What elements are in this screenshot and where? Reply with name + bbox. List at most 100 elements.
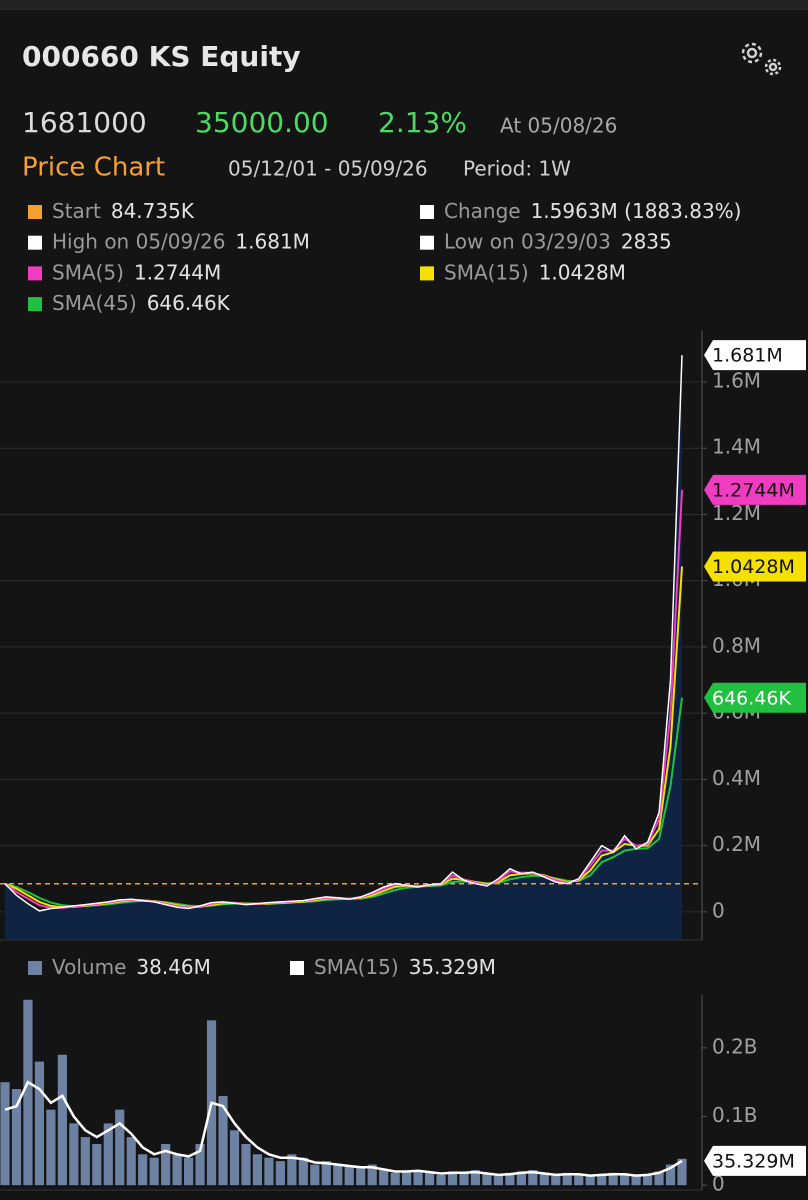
settings-icon[interactable] (741, 42, 782, 76)
legend-label: Change (444, 199, 521, 223)
volume-bar (69, 1123, 79, 1186)
volume-bar (424, 1172, 435, 1186)
y-tick-label: 0.2M (712, 832, 761, 856)
legend-entry: SMA(15) 35.329M (314, 955, 496, 979)
volume-bar (275, 1161, 285, 1186)
volume-bar (459, 1172, 469, 1186)
legend-entry: SMA(5) 1.2744M (52, 260, 221, 284)
volume-bar (92, 1143, 102, 1186)
volume-bar (620, 1174, 630, 1186)
value-tag-label: 1.2744M (712, 479, 795, 501)
volume-bar (218, 1095, 228, 1186)
y-tick-label: 1.4M (712, 435, 761, 459)
y-tick-label: 0 (712, 898, 725, 922)
y-tick-label: 1.2M (712, 501, 761, 525)
legend-entry: SMA(15) 1.0428M (444, 260, 626, 284)
volume-bar (528, 1170, 538, 1186)
volume-bar (241, 1143, 251, 1186)
legend-value: 1.5963M (1883.83%) (531, 199, 742, 223)
y-tick-label: 0 (712, 1172, 725, 1196)
legend-entry: Start 84.735K (52, 199, 195, 223)
volume-bar (631, 1176, 641, 1186)
volume-bar (333, 1164, 343, 1186)
legend-swatch (290, 961, 304, 975)
value-tag (704, 682, 806, 713)
date-range: 05/12/01 - 05/09/26 (228, 157, 428, 181)
legend-label: High on 05/09/26 (52, 229, 225, 253)
change: 35000.00 (195, 106, 329, 139)
volume-bar (608, 1172, 618, 1186)
volume-bar (642, 1174, 653, 1186)
value-tag (704, 1145, 806, 1176)
volume-bar (23, 999, 33, 1186)
legend-swatch (420, 205, 434, 219)
volume-bar (310, 1164, 320, 1186)
volume-bar (34, 1061, 45, 1186)
legend-value: 646.46K (147, 291, 231, 315)
volume-bar (436, 1174, 446, 1186)
volume-bar (161, 1143, 171, 1186)
volume-bar (597, 1174, 607, 1186)
volume-bar (138, 1154, 148, 1186)
volume-bar (402, 1171, 412, 1186)
as-of: At 05/08/26 (500, 114, 617, 138)
volume-bar (0, 1082, 10, 1186)
volume-bar (390, 1172, 400, 1186)
volume-bar (115, 1109, 125, 1186)
value-tag (704, 340, 806, 371)
legend-swatch (28, 266, 42, 281)
volume-bar (516, 1171, 526, 1186)
value-tag (704, 474, 806, 505)
legend-label: Low on 03/29/03 (444, 229, 611, 253)
legend-swatch (28, 235, 42, 250)
volume-bar (585, 1176, 595, 1186)
legend-value: 38.46M (136, 955, 211, 979)
y-tick-label: 1.6M (712, 368, 761, 392)
period: Period: 1W (463, 157, 571, 181)
series-line (4, 355, 683, 912)
volume-bar (539, 1174, 549, 1186)
volume-bar (287, 1154, 297, 1186)
legend-entry: SMA(45) 646.46K (52, 291, 231, 315)
title: 000660 KS Equity (22, 40, 301, 73)
legend-value: 1.2744M (134, 260, 221, 284)
legend-swatch (28, 297, 42, 312)
legend-value: 84.735K (111, 199, 195, 223)
volume-bar (298, 1157, 308, 1186)
volume-bar (482, 1174, 492, 1186)
legend-label: Start (52, 199, 101, 223)
volume-bar (654, 1171, 664, 1186)
volume-bar (321, 1161, 331, 1186)
volume-bar (11, 1089, 22, 1186)
legend-label: SMA(15) (314, 955, 399, 979)
legend-label: SMA(5) (52, 260, 124, 284)
volume-bar (574, 1174, 584, 1186)
legend-entry: Change 1.5963M (1883.83%) (444, 199, 742, 223)
volume-bar (344, 1165, 354, 1186)
legend-value: 1.0428M (539, 260, 626, 284)
volume-bar (126, 1137, 136, 1186)
volume-bar (447, 1171, 458, 1186)
volume-bar (252, 1154, 263, 1186)
section-title[interactable]: Price Chart (22, 153, 165, 183)
y-tick-label: 0.1B (712, 1103, 758, 1127)
volume-bar (149, 1157, 159, 1186)
value-tag-label: 1.681M (712, 345, 783, 367)
legend-label: Volume (52, 955, 126, 979)
volume-bar (367, 1164, 377, 1186)
legend-swatch (420, 266, 434, 281)
volume-bar (413, 1170, 423, 1186)
legend-value: 35.329M (409, 955, 496, 979)
value-tag (704, 551, 806, 582)
volume-bar (57, 1054, 67, 1186)
price: 1681000 (22, 106, 147, 139)
volume-bar (493, 1175, 503, 1186)
volume-bar (665, 1164, 676, 1186)
legend-label: SMA(45) (52, 291, 137, 315)
volume-bar (184, 1157, 194, 1186)
legend-swatch (420, 235, 434, 250)
volume-bar (103, 1123, 113, 1186)
legend-swatch (28, 961, 42, 975)
